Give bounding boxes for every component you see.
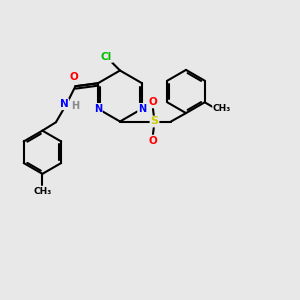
Text: H: H xyxy=(71,101,79,111)
Text: CH₃: CH₃ xyxy=(213,103,231,112)
Text: O: O xyxy=(148,97,158,107)
Text: N: N xyxy=(138,104,146,114)
Text: Cl: Cl xyxy=(101,52,112,62)
Text: S: S xyxy=(151,116,158,127)
Text: O: O xyxy=(148,136,158,146)
Text: O: O xyxy=(70,72,78,82)
Text: N: N xyxy=(60,99,68,109)
Text: CH₃: CH₃ xyxy=(33,187,52,196)
Text: N: N xyxy=(94,104,102,114)
